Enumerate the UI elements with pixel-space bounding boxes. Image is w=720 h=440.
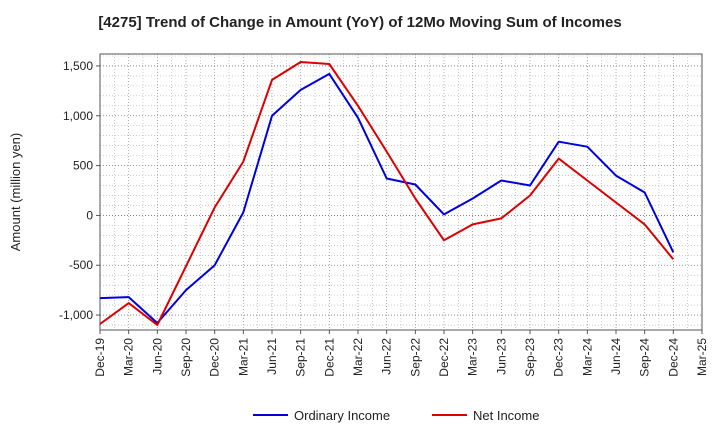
series-line-ordinary-income (99, 72, 675, 324)
x-tick-label: Sep-22 (408, 338, 422, 377)
x-tick-label: Mar-21 (236, 338, 250, 376)
y-tick-label: -500 (69, 258, 93, 272)
x-tick-label: Jun-21 (265, 338, 279, 375)
x-tick-label: Jun-22 (380, 338, 394, 375)
x-tick-label: Jun-20 (150, 338, 164, 375)
x-tick-label: Sep-24 (638, 338, 652, 377)
plot-frame (99, 53, 703, 331)
legend-label: Net Income (473, 408, 539, 423)
x-tick-label: Mar-25 (695, 338, 709, 376)
x-tick-label: Dec-23 (552, 338, 566, 377)
x-tick-label: Dec-21 (322, 338, 336, 377)
y-tick-label: 0 (86, 208, 93, 222)
x-tick-label: Jun-23 (494, 338, 508, 375)
x-tick-label: Sep-23 (523, 338, 537, 377)
y-tick-label: 500 (73, 159, 93, 173)
grid-lines (99, 54, 703, 330)
x-tick-label: Mar-23 (466, 338, 480, 376)
x-tick-label: Jun-24 (609, 338, 623, 375)
x-tick-label: Sep-20 (179, 338, 193, 377)
series-line-net-income (99, 61, 675, 326)
y-tick-label: -1,000 (59, 308, 93, 322)
x-tick-label: Sep-21 (294, 338, 308, 377)
x-tick-label: Mar-24 (580, 338, 594, 376)
x-tick-label: Mar-20 (122, 338, 136, 376)
x-tick-label: Dec-22 (437, 338, 451, 377)
legend: Ordinary Income Net Income (253, 408, 539, 423)
series-lines (99, 61, 675, 326)
y-tick-label: 1,500 (63, 59, 93, 73)
x-tick-label: Dec-20 (208, 338, 222, 377)
x-tick-label: Dec-24 (666, 338, 680, 377)
y-axis-label: Amount (million yen) (8, 133, 23, 252)
x-axis-ticks: Dec-19 Mar-20 Jun-20 Sep-20 Dec-20 Mar-21 Jun-… (93, 330, 709, 377)
x-tick-label: Mar-22 (351, 338, 365, 376)
y-axis-ticks: -1,000 -500 0 500 1,000 1,500 (59, 59, 100, 322)
y-tick-label: 1,000 (63, 109, 93, 123)
legend-label: Ordinary Income (294, 408, 390, 423)
x-tick-label: Dec-19 (93, 338, 107, 377)
chart-title: [4275] Trend of Change in Amount (YoY) o… (98, 14, 622, 31)
